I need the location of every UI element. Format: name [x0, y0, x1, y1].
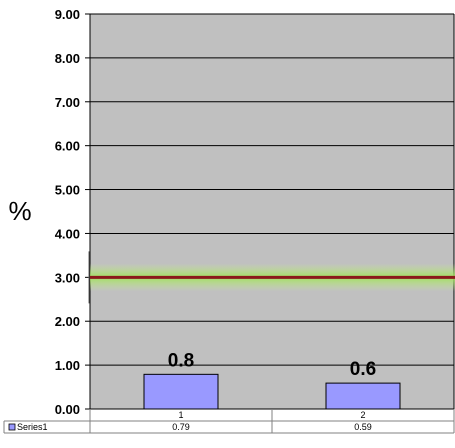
gridlines — [85, 13, 455, 410]
data-table: 1 0.79 2 0.59 Series1 — [3, 409, 455, 434]
y-tick-label-0: 0.00 — [55, 402, 80, 417]
legend-series-name: Series1 — [17, 422, 48, 432]
legend-swatch — [8, 423, 16, 431]
bars — [143, 373, 401, 410]
y-tick-label-8: 8.00 — [55, 51, 80, 66]
y-tick-label-1: 1.00 — [55, 358, 80, 373]
y-tick-labels: 0.00 1.00 2.00 3.00 4.00 5.00 6.00 7.00 8.00 9.00 — [55, 7, 80, 417]
y-tick-label-2: 2.00 — [55, 314, 80, 329]
bar-2 — [325, 382, 401, 410]
y-tick-label-3: 3.00 — [55, 270, 80, 285]
x-category-label-2: 2 — [360, 410, 365, 420]
bar-1 — [143, 373, 219, 410]
y-tick-label-6: 6.00 — [55, 139, 80, 154]
data-label-2: 0.6 — [350, 359, 376, 380]
reference-line — [88, 251, 455, 304]
table-value-1: 0.79 — [172, 422, 190, 432]
table-value-2: 0.59 — [354, 422, 372, 432]
x-category-label-1: 1 — [178, 410, 183, 420]
plot-area — [90, 14, 454, 409]
y-axis-label: % — [8, 196, 31, 226]
y-tick-label-5: 5.00 — [55, 183, 80, 198]
y-tick-label-9: 9.00 — [55, 7, 80, 22]
data-labels: 0.8 0.6 — [168, 350, 376, 380]
data-label-1: 0.8 — [168, 350, 194, 371]
y-tick-label-4: 4.00 — [55, 226, 80, 241]
y-tick-label-7: 7.00 — [55, 95, 80, 110]
